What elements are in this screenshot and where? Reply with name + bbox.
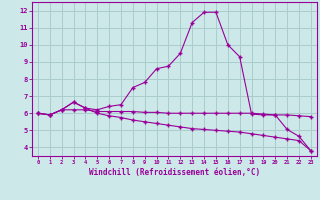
X-axis label: Windchill (Refroidissement éolien,°C): Windchill (Refroidissement éolien,°C) (89, 168, 260, 177)
